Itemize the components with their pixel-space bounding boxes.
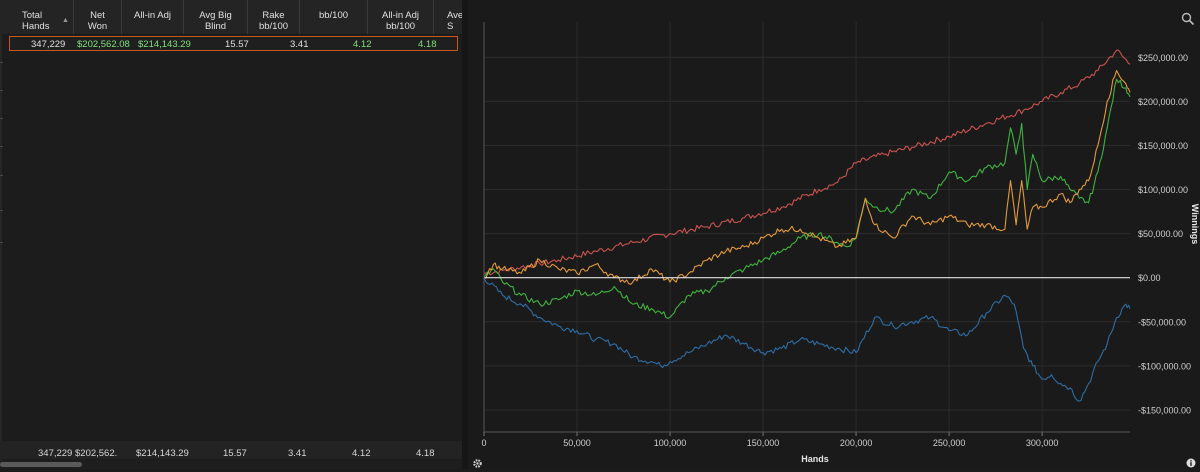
total-rake-bb100: 3.41 [288, 448, 307, 459]
panel-splitter[interactable] [462, 0, 468, 469]
y-tick-label: $200,000.00 [1138, 97, 1188, 107]
stats-panel: Total Hands ▲ Net Won All-in Adj Avg Big… [0, 0, 462, 469]
winnings-chart: $250,000.00 $200,000.00 $150,000.00 $100,00… [481, 22, 1200, 464]
series-line [483, 49, 1131, 276]
x-tick-label: 150,000 [747, 438, 780, 448]
y-axis-title: Winnings [1190, 204, 1200, 244]
total-total-hands: 347,229 [38, 448, 73, 459]
x-tick-label: 250,000 [933, 438, 966, 448]
y-tick-label: $250,000.00 [1138, 53, 1188, 63]
ruler-tick [0, 210, 3, 211]
column-header-rake-bb100[interactable]: Rake bb/100 [248, 0, 300, 34]
chart-panel: $250,000.00 $200,000.00 $150,000.00 $100,00… [468, 0, 1200, 469]
info-icon[interactable] [1186, 458, 1196, 468]
ruler-tick [0, 62, 3, 63]
column-header-net-won[interactable]: Net Won [74, 0, 122, 34]
cell-allin-adj-bb100: 4.18 [418, 39, 437, 50]
y-tick-label: $0.00 [1138, 273, 1161, 283]
ruler-tick [0, 90, 3, 91]
total-allin-adj-bb100: 4.18 [416, 448, 435, 459]
y-tick-label: -$100,000.00 [1138, 361, 1191, 371]
total-net-won: $202,562.08 [75, 448, 117, 459]
series-lines [483, 49, 1131, 402]
row-ruler [0, 0, 2, 469]
y-tick-label: -$150,000.00 [1138, 405, 1191, 415]
x-tick-label: 300,000 [1026, 438, 1059, 448]
series-line [483, 78, 1131, 319]
column-header-bb100[interactable]: bb/100 [300, 0, 368, 34]
table-row[interactable]: 347,229 $202,562.08 $214,143.29 15.57 3.… [9, 36, 458, 51]
x-tick-label: 100,000 [654, 438, 687, 448]
x-tick-label: 50,000 [563, 438, 591, 448]
cell-bb100: 4.12 [353, 39, 372, 50]
column-header-avg-big-blind[interactable]: Avg Big Blind [184, 0, 248, 34]
gear-icon[interactable] [472, 458, 483, 469]
total-avg-big-blind: 15.57 [223, 448, 247, 459]
column-header-allin-adj[interactable]: All-in Adj [122, 0, 184, 34]
series-line [483, 277, 1131, 402]
total-allin-adj: $214,143.29 [136, 448, 189, 459]
axes: $250,000.00 $200,000.00 $150,000.00 $100,00… [481, 22, 1200, 464]
y-tick-label: -$50,000.00 [1138, 317, 1186, 327]
y-tick-label: $100,000.00 [1138, 185, 1188, 195]
table-totals-row: 347,229 $202,562.08 $214,143.29 15.57 3.… [0, 441, 462, 459]
x-tick-label: 200,000 [840, 438, 873, 448]
column-header-total-hands[interactable]: Total Hands [0, 0, 74, 34]
cell-allin-adj: $214,143.29 [138, 39, 191, 50]
x-axis-title: Hands [801, 454, 829, 464]
ruler-tick [0, 118, 3, 119]
y-tick-label: $150,000.00 [1138, 141, 1188, 151]
search-icon[interactable] [1181, 12, 1195, 26]
y-tick-label: $50,000.00 [1138, 229, 1183, 239]
cell-avg-big-blind: 15.57 [225, 39, 249, 50]
table-header-row: Total Hands ▲ Net Won All-in Adj Avg Big… [0, 0, 462, 34]
grid-lines [483, 22, 1130, 432]
series-line [483, 69, 1131, 285]
cell-rake-bb100: 3.41 [290, 39, 309, 50]
column-header-allin-adj-bb100[interactable]: All-in Adj bb/100 [368, 0, 434, 34]
ruler-tick [0, 146, 3, 147]
column-header-ave-s[interactable]: Ave S [447, 10, 462, 32]
sort-ascending-icon[interactable]: ▲ [62, 17, 69, 24]
x-tick-label: 0 [481, 438, 486, 448]
ruler-tick [0, 175, 3, 176]
scrollbar-thumb[interactable] [0, 462, 82, 467]
ruler-tick [0, 242, 3, 243]
cell-net-won: $202,562.08 [77, 39, 130, 50]
horizontal-scrollbar[interactable] [0, 460, 462, 469]
cell-total-hands: 347,229 [31, 39, 66, 50]
total-bb100: 4.12 [352, 448, 371, 459]
